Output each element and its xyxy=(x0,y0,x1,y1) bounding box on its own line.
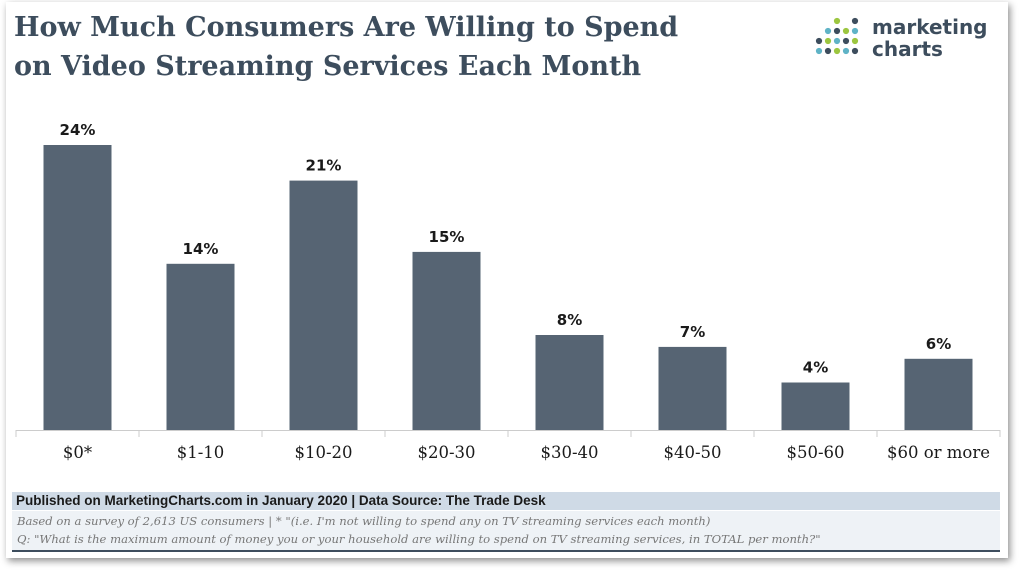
x-tick-label: $10-20 xyxy=(294,443,352,462)
logo-dot xyxy=(815,37,823,45)
logo-wordmark: marketing charts xyxy=(872,16,988,60)
bar xyxy=(412,251,481,430)
bar-value-label: 21% xyxy=(306,157,342,175)
x-tick-label: $40-50 xyxy=(663,443,721,462)
logo-dot xyxy=(824,37,832,45)
logo-dot xyxy=(833,27,841,35)
logo-dot xyxy=(842,47,850,55)
footer-notes: Based on a survey of 2,613 US consumers … xyxy=(12,511,1000,552)
footer-source-bar: Published on MarketingCharts.com in Janu… xyxy=(12,492,1000,510)
title-line-2: on Video Streaming Services Each Month xyxy=(14,51,642,82)
logo-dot xyxy=(833,17,841,25)
logo-dot xyxy=(851,47,859,55)
logo-dot xyxy=(851,37,859,45)
bar-value-label: 6% xyxy=(926,335,951,353)
logo-dot xyxy=(842,37,850,45)
x-tick-label: $1-10 xyxy=(177,443,225,462)
logo-dot xyxy=(824,27,832,35)
title-line-1: How Much Consumers Are Willing to Spend xyxy=(14,12,679,43)
logo-dot xyxy=(833,37,841,45)
footer-published-text: Published on MarketingCharts.com in Janu… xyxy=(16,493,546,508)
logo-dots-icon xyxy=(815,17,859,55)
bar-value-label: 8% xyxy=(557,311,582,329)
bar xyxy=(904,358,973,431)
logo-dot xyxy=(815,47,823,55)
bar xyxy=(658,346,727,430)
bar-value-label: 4% xyxy=(803,359,828,377)
bar xyxy=(166,263,235,431)
bar-value-label: 7% xyxy=(680,323,705,341)
bar xyxy=(289,180,358,430)
bar xyxy=(781,382,850,430)
logo-word-marketing: marketing xyxy=(872,15,988,39)
bar-value-label: 24% xyxy=(60,121,96,139)
bar-value-label: 14% xyxy=(183,240,219,258)
bar-value-label: 15% xyxy=(429,228,465,246)
x-tick-label: $0* xyxy=(63,443,92,462)
x-tick-label: $20-30 xyxy=(417,443,475,462)
logo-dot xyxy=(842,27,850,35)
logo-dot xyxy=(833,47,841,55)
logo-dot xyxy=(824,47,832,55)
marketingcharts-logo: marketing charts xyxy=(814,16,1004,66)
logo-word-charts: charts xyxy=(872,37,943,61)
bar xyxy=(43,145,112,430)
x-tick-label: $30-40 xyxy=(540,443,598,462)
x-tick-label: $50-60 xyxy=(786,443,844,462)
logo-dot xyxy=(851,27,859,35)
bar xyxy=(535,335,604,430)
footer-survey-note: Based on a survey of 2,613 US consumers … xyxy=(17,514,711,528)
footer-question-note: Q: "What is the maximum amount of money … xyxy=(17,532,821,546)
bar-chart: 24% $0* 14% $1-10 21% $10-20 15% $20-30 8% $30-40… xyxy=(15,121,1001,462)
x-tick-label: $60 or more xyxy=(887,443,990,462)
chart-title: How Much Consumers Are Willing to Spend … xyxy=(14,8,734,86)
logo-dot xyxy=(851,17,859,25)
